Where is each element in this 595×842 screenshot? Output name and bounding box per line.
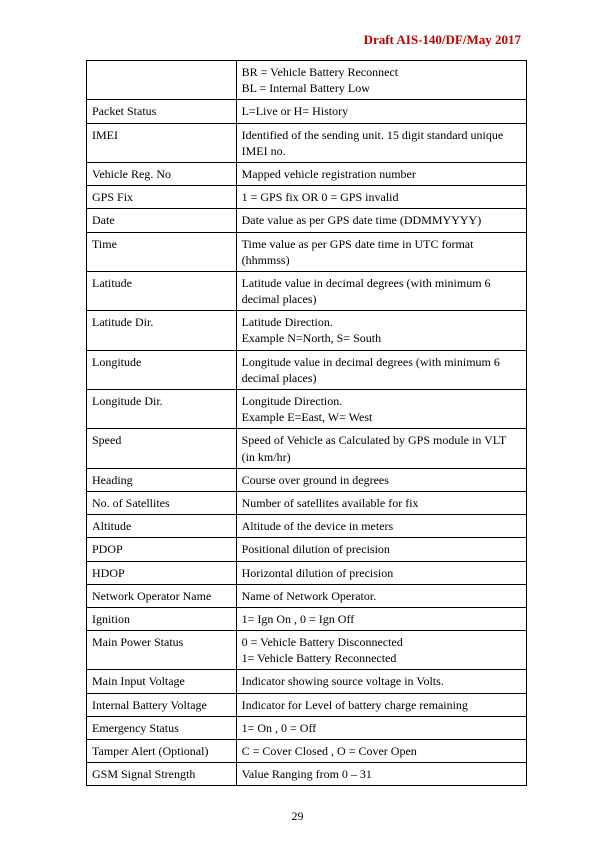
description-cell: BR = Vehicle Battery Reconnect BL = Inte… [236, 61, 526, 100]
page: Draft AIS-140/DF/May 2017 BR = Vehicle B… [0, 0, 595, 842]
description-cell: 1= Ign On , 0 = Ign Off [236, 607, 526, 630]
table-row: SpeedSpeed of Vehicle as Calculated by G… [87, 429, 527, 468]
field-cell: Main Power Status [87, 631, 237, 670]
field-cell: Longitude Dir. [87, 390, 237, 429]
description-cell: Indicator showing source voltage in Volt… [236, 670, 526, 693]
field-cell: Latitude [87, 271, 237, 310]
field-cell: No. of Satellites [87, 491, 237, 514]
field-cell: Longitude [87, 350, 237, 389]
description-cell: Speed of Vehicle as Calculated by GPS mo… [236, 429, 526, 468]
description-cell: 1 = GPS fix OR 0 = GPS invalid [236, 186, 526, 209]
table-row: Packet StatusL=Live or H= History [87, 100, 527, 123]
field-cell: GSM Signal Strength [87, 763, 237, 786]
table-row: HeadingCourse over ground in degrees [87, 468, 527, 491]
table-row: HDOPHorizontal dilution of precision [87, 561, 527, 584]
table-row: PDOPPositional dilution of precision [87, 538, 527, 561]
field-cell: Internal Battery Voltage [87, 693, 237, 716]
page-number: 29 [0, 809, 595, 824]
description-cell: Time value as per GPS date time in UTC f… [236, 232, 526, 271]
table-row: GSM Signal StrengthValue Ranging from 0 … [87, 763, 527, 786]
table-row: LongitudeLongitude value in decimal degr… [87, 350, 527, 389]
description-cell: Course over ground in degrees [236, 468, 526, 491]
description-cell: L=Live or H= History [236, 100, 526, 123]
description-cell: 1= On , 0 = Off [236, 716, 526, 739]
field-cell: Date [87, 209, 237, 232]
description-cell: Date value as per GPS date time (DDMMYYY… [236, 209, 526, 232]
description-cell: Value Ranging from 0 – 31 [236, 763, 526, 786]
description-cell: Longitude Direction. Example E=East, W= … [236, 390, 526, 429]
field-cell: Tamper Alert (Optional) [87, 740, 237, 763]
description-cell: Name of Network Operator. [236, 584, 526, 607]
description-cell: Horizontal dilution of precision [236, 561, 526, 584]
table-row: TimeTime value as per GPS date time in U… [87, 232, 527, 271]
field-cell: Ignition [87, 607, 237, 630]
field-cell: PDOP [87, 538, 237, 561]
table-row: Main Power Status0 = Vehicle Battery Dis… [87, 631, 527, 670]
table-row: Ignition1= Ign On , 0 = Ign Off [87, 607, 527, 630]
field-cell: Network Operator Name [87, 584, 237, 607]
table-row: Latitude Dir.Latitude Direction. Example… [87, 311, 527, 350]
description-cell: Latitude value in decimal degrees (with … [236, 271, 526, 310]
field-cell: GPS Fix [87, 186, 237, 209]
field-cell: IMEI [87, 123, 237, 162]
description-cell: Longitude value in decimal degrees (with… [236, 350, 526, 389]
page-header: Draft AIS-140/DF/May 2017 [86, 32, 527, 48]
field-cell: Main Input Voltage [87, 670, 237, 693]
table-row: AltitudeAltitude of the device in meters [87, 515, 527, 538]
table-row: Vehicle Reg. NoMapped vehicle registrati… [87, 162, 527, 185]
table-row: Longitude Dir.Longitude Direction. Examp… [87, 390, 527, 429]
field-cell: Heading [87, 468, 237, 491]
description-cell: Positional dilution of precision [236, 538, 526, 561]
description-cell: Altitude of the device in meters [236, 515, 526, 538]
table-row: Internal Battery VoltageIndicator for Le… [87, 693, 527, 716]
table-row: BR = Vehicle Battery Reconnect BL = Inte… [87, 61, 527, 100]
field-cell [87, 61, 237, 100]
table-row: Emergency Status1= On , 0 = Off [87, 716, 527, 739]
table-row: IMEIIdentified of the sending unit. 15 d… [87, 123, 527, 162]
field-cell: HDOP [87, 561, 237, 584]
table-row: Network Operator NameName of Network Ope… [87, 584, 527, 607]
table-row: LatitudeLatitude value in decimal degree… [87, 271, 527, 310]
field-cell: Altitude [87, 515, 237, 538]
spec-table: BR = Vehicle Battery Reconnect BL = Inte… [86, 60, 527, 786]
description-cell: Identified of the sending unit. 15 digit… [236, 123, 526, 162]
table-row: GPS Fix1 = GPS fix OR 0 = GPS invalid [87, 186, 527, 209]
table-row: DateDate value as per GPS date time (DDM… [87, 209, 527, 232]
description-cell: C = Cover Closed , O = Cover Open [236, 740, 526, 763]
table-row: Tamper Alert (Optional)C = Cover Closed … [87, 740, 527, 763]
field-cell: Emergency Status [87, 716, 237, 739]
field-cell: Packet Status [87, 100, 237, 123]
description-cell: Latitude Direction. Example N=North, S= … [236, 311, 526, 350]
field-cell: Speed [87, 429, 237, 468]
field-cell: Vehicle Reg. No [87, 162, 237, 185]
field-cell: Latitude Dir. [87, 311, 237, 350]
field-cell: Time [87, 232, 237, 271]
table-row: Main Input VoltageIndicator showing sour… [87, 670, 527, 693]
description-cell: Number of satellites available for fix [236, 491, 526, 514]
table-row: No. of SatellitesNumber of satellites av… [87, 491, 527, 514]
description-cell: Mapped vehicle registration number [236, 162, 526, 185]
description-cell: Indicator for Level of battery charge re… [236, 693, 526, 716]
description-cell: 0 = Vehicle Battery Disconnected 1= Vehi… [236, 631, 526, 670]
